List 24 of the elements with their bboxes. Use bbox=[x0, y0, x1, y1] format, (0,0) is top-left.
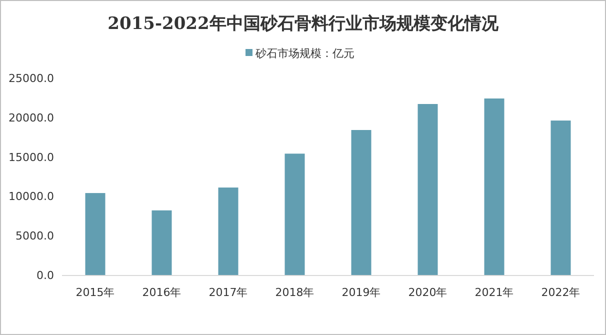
y-tick-label: 20000.0 bbox=[8, 111, 54, 124]
y-tick-label: 5000.0 bbox=[16, 230, 54, 243]
bar bbox=[418, 104, 438, 275]
x-tick-label: 2021年 bbox=[474, 286, 514, 299]
bar bbox=[85, 193, 106, 275]
x-tick-label: 2016年 bbox=[142, 286, 182, 299]
x-tick-label: 2020年 bbox=[408, 286, 448, 299]
bar bbox=[218, 188, 238, 275]
y-tick-label: 25000.0 bbox=[8, 72, 54, 85]
x-tick-label: 2019年 bbox=[342, 286, 381, 299]
x-tick-label: 2017年 bbox=[208, 286, 248, 299]
bar bbox=[284, 154, 305, 275]
chart-title: 2015-2022年中国砂石骨料行业市场规模变化情况 bbox=[108, 14, 500, 34]
x-tick-label: 2018年 bbox=[275, 286, 314, 299]
bar bbox=[550, 120, 571, 275]
x-tick-label: 2015年 bbox=[76, 286, 115, 299]
bar bbox=[152, 210, 172, 275]
y-tick-label: 15000.0 bbox=[8, 150, 54, 164]
bar bbox=[351, 130, 372, 275]
bar bbox=[484, 98, 504, 275]
y-tick-label: 10000.0 bbox=[8, 190, 54, 204]
x-tick-label: 2022年 bbox=[541, 286, 580, 299]
y-tick-label: 0.0 bbox=[36, 269, 54, 282]
legend-label: 砂石市场规模：亿元 bbox=[254, 47, 354, 60]
